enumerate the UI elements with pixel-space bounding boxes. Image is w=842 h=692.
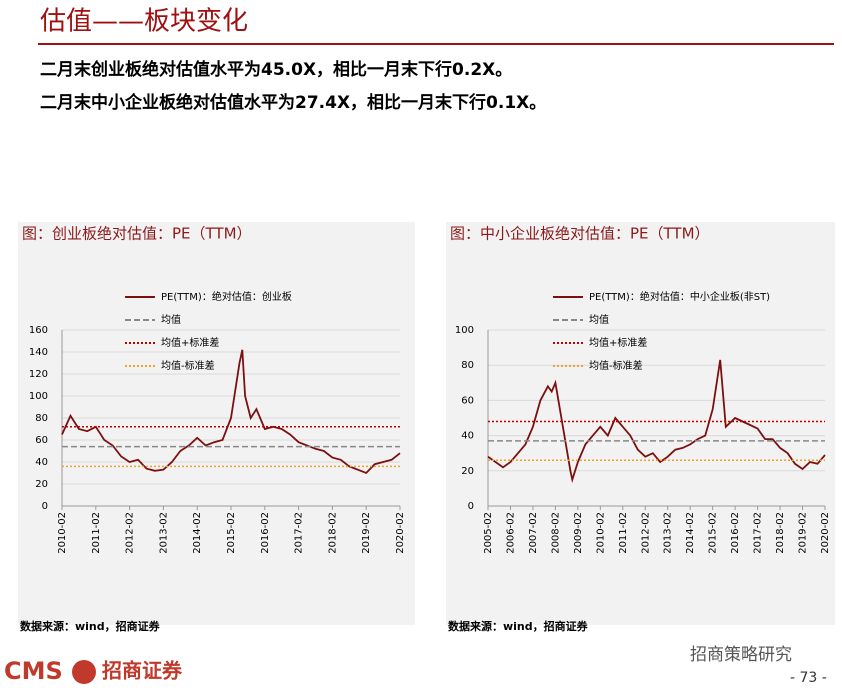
x-tick-label: 2014-02 xyxy=(192,512,203,554)
x-tick-label: 2012-02 xyxy=(125,512,136,554)
x-tick-label: 2012-02 xyxy=(640,512,651,554)
bullet: 二月末创业板绝对估值水平为45.0X，相比一月末下行0.2X。 xyxy=(40,59,512,80)
x-tick-label: 2019-02 xyxy=(361,512,372,554)
x-tick-label: 2017-02 xyxy=(294,512,305,554)
title-rule xyxy=(38,43,834,45)
logo-cn: 招商证券 xyxy=(102,659,183,683)
page-number: - 73 - xyxy=(790,670,827,686)
x-tick-label: 2016-02 xyxy=(260,512,271,554)
y-tick-label: 20 xyxy=(461,466,474,477)
y-tick-label: 20 xyxy=(35,479,48,490)
y-tick-label: 80 xyxy=(35,413,48,424)
legend-label: 均值+标准差 xyxy=(589,336,647,349)
data-line xyxy=(487,359,826,484)
data-line xyxy=(61,349,401,475)
y-tick-label: 40 xyxy=(35,457,48,468)
x-tick-label: 2011-02 xyxy=(91,512,102,554)
x-tick-label: 2020-02 xyxy=(395,512,406,554)
legend-label: 均值+标准差 xyxy=(161,336,219,349)
legend-label: 均值-标准差 xyxy=(589,359,643,372)
x-tick-label: 2006-02 xyxy=(505,512,516,554)
brand: 招商策略研究 xyxy=(690,645,792,665)
x-tick-label: 2017-02 xyxy=(753,512,764,554)
chart-panel xyxy=(446,222,835,625)
y-tick-label: 0 xyxy=(468,501,474,512)
y-tick-label: 120 xyxy=(29,369,48,380)
logo-en: CMS xyxy=(4,657,63,685)
chart-panel xyxy=(18,222,415,625)
x-tick-label: 2013-02 xyxy=(663,512,674,554)
y-tick-label: 60 xyxy=(35,435,48,446)
y-tick-label: 80 xyxy=(461,360,474,371)
x-tick-label: 2008-02 xyxy=(550,512,561,554)
x-tick-label: 2016-02 xyxy=(730,512,741,554)
chart-title: 图：创业板绝对估值：PE（TTM） xyxy=(22,225,252,243)
x-tick-label: 2011-02 xyxy=(618,512,629,554)
y-tick-label: 60 xyxy=(461,395,474,406)
x-tick-label: 2014-02 xyxy=(685,512,696,554)
y-tick-label: 0 xyxy=(42,501,48,512)
legend-label: 均值-标准差 xyxy=(161,359,215,372)
y-tick-label: 100 xyxy=(29,391,48,402)
x-tick-label: 2007-02 xyxy=(528,512,539,554)
x-tick-label: 2018-02 xyxy=(327,512,338,554)
x-tick-label: 2010-02 xyxy=(595,512,606,554)
y-tick-label: 40 xyxy=(461,431,474,442)
legend-label: 均值 xyxy=(161,313,181,326)
x-tick-label: 2015-02 xyxy=(708,512,719,554)
y-tick-label: 100 xyxy=(455,325,474,336)
x-tick-label: 2018-02 xyxy=(775,512,786,554)
legend-label: PE(TTM)：绝对估值：创业板 xyxy=(161,290,292,303)
x-tick-label: 2013-02 xyxy=(158,512,169,554)
slide-title: 估值——板块变化 xyxy=(40,7,248,37)
x-tick-label: 2009-02 xyxy=(573,512,584,554)
x-tick-label: 2005-02 xyxy=(483,512,494,554)
chart-title: 图：中小企业板绝对估值：PE（TTM） xyxy=(450,225,710,243)
x-tick-label: 2010-02 xyxy=(57,512,68,554)
chart-source: 数据来源：wind，招商证券 xyxy=(20,619,161,633)
y-tick-label: 160 xyxy=(29,325,48,336)
legend-label: PE(TTM)：绝对估值：中小企业板(非ST) xyxy=(589,290,770,303)
x-tick-label: 2019-02 xyxy=(798,512,809,554)
bullet: 二月末中小企业板绝对估值水平为27.4X，相比一月末下行0.1X。 xyxy=(40,92,546,113)
legend-label: 均值 xyxy=(589,313,609,326)
y-tick-label: 140 xyxy=(29,347,48,358)
logo-icon xyxy=(72,660,96,684)
x-tick-label: 2015-02 xyxy=(226,512,237,554)
chart-source: 数据来源：wind，招商证券 xyxy=(448,619,589,633)
x-tick-label: 2020-02 xyxy=(820,512,831,554)
